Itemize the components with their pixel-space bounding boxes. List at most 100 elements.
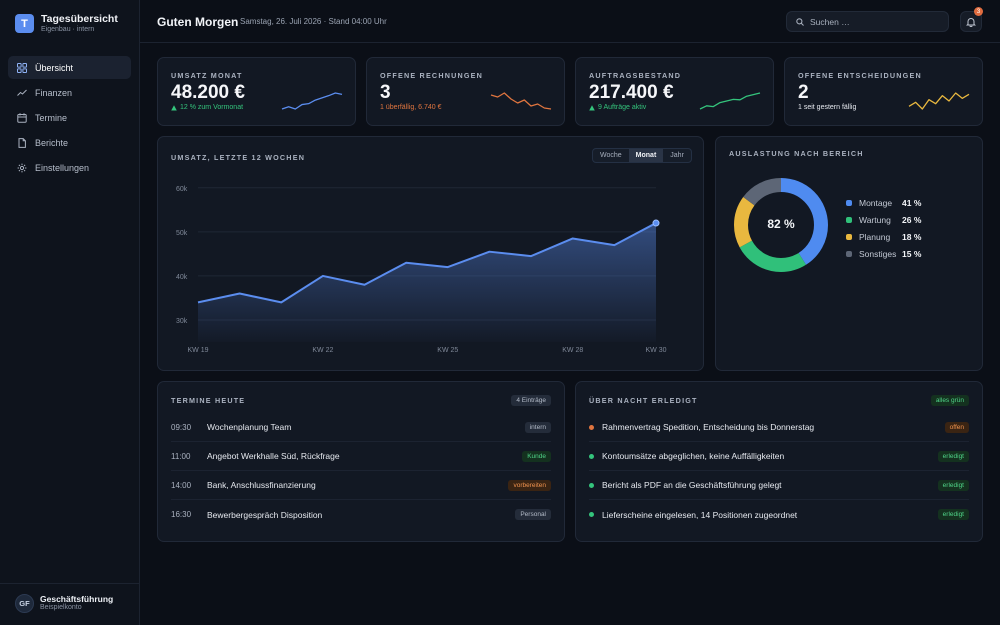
- task-row[interactable]: Lieferscheine eingelesen, 14 Positionen …: [589, 500, 969, 529]
- appointment-tag: Personal: [515, 509, 551, 520]
- sidebar-nav: Übersicht Finanzen Termine Berichte Eins…: [8, 56, 131, 181]
- legend-value: 15 %: [902, 248, 922, 259]
- trend-icon: [17, 89, 27, 96]
- appointment-time: 09:30: [171, 422, 192, 432]
- task-tag: erledigt: [937, 479, 969, 491]
- legend-item: Montage 41 %: [846, 194, 921, 211]
- y-tick-label: 30k: [176, 318, 188, 325]
- sidebar-item-label: Einstellungen: [35, 162, 90, 173]
- kpi-card-entscheidungen: OFFENE ENTSCHEIDUNGEN 2 1 seit gestern f…: [784, 57, 983, 126]
- kpi-sparkline: [699, 92, 761, 110]
- appointment-title: Wochenplanung Team: [207, 422, 292, 432]
- notifications-button[interactable]: 3: [960, 7, 983, 32]
- grid-icon: [17, 62, 27, 73]
- kpi-label: UMSATZ MONAT: [171, 71, 243, 80]
- search-placeholder: Suchen …: [810, 16, 850, 27]
- period-year-button[interactable]: Jahr: [670, 152, 684, 159]
- period-switch: Woche Monat Jahr: [592, 148, 692, 163]
- arrow-up-icon: [589, 104, 595, 110]
- status-dot: [589, 424, 594, 430]
- task-text: Kontoumsätze abgeglichen, keine Auffälli…: [602, 451, 785, 461]
- page-title: Guten Morgen: [157, 15, 239, 29]
- kpi-sparkline: [281, 92, 343, 110]
- donut-segment-sonstiges[interactable]: [734, 178, 828, 272]
- sidebar-item-uebersicht[interactable]: Übersicht: [8, 56, 131, 79]
- kpi-label: OFFENE ENTSCHEIDUNGEN: [798, 71, 922, 80]
- task-text: Bericht als PDF an die Geschäftsführung …: [602, 480, 782, 490]
- header: Guten Morgen Samstag, 26. Juli 2026 · St…: [140, 0, 1000, 43]
- sparkline-path: [490, 92, 552, 110]
- section-title: AUSLASTUNG NACH BEREICH: [729, 149, 864, 158]
- sidebar-item-label: Berichte: [35, 137, 69, 148]
- legend-item: Planung 18 %: [846, 228, 921, 245]
- period-week-button[interactable]: Woche: [600, 152, 622, 159]
- period-month-button[interactable]: Monat: [628, 149, 664, 162]
- appointment-row[interactable]: 11:00 Angebot Werkhalle Süd, Rückfrage K…: [171, 442, 551, 471]
- utilization-donut: [734, 178, 828, 272]
- count-badge: 4 Einträge: [511, 395, 551, 406]
- appointment-tag: Kunde: [522, 450, 551, 462]
- kpi-value: 217.400 €: [589, 82, 674, 103]
- appointment-time: 14:00: [171, 480, 192, 490]
- brand-logo: T: [15, 14, 34, 33]
- task-row[interactable]: Bericht als PDF an die Geschäftsführung …: [589, 471, 969, 500]
- gear-icon: [17, 163, 27, 172]
- brand-title: Tagesübersicht: [41, 13, 118, 25]
- appointment-tag: intern: [524, 421, 551, 433]
- brand-subtitle: Eigenbau · intern: [41, 26, 95, 33]
- legend-name: Sonstiges: [859, 248, 897, 259]
- kpi-sparkline: [490, 92, 552, 110]
- task-tag: erledigt: [937, 450, 969, 462]
- appointment-row[interactable]: 16:30 Bewerbergespräch Disposition Perso…: [171, 500, 551, 529]
- kpi-card-auftragsbestand: AUFTRAGSBESTAND 217.400 € 9 Aufträge akt…: [575, 57, 774, 126]
- appointment-row[interactable]: 09:30 Wochenplanung Team intern: [171, 413, 551, 442]
- document-icon: [18, 137, 26, 148]
- avatar: GF: [15, 594, 34, 613]
- kpi-trend: 1 überfällig, 6.740 €: [380, 104, 442, 111]
- legend-name: Wartung: [859, 214, 891, 225]
- y-tick-label: 60k: [176, 186, 188, 193]
- notification-badge: 3: [974, 7, 983, 16]
- appointment-title: Bank, Anschlussfinanzierung: [207, 480, 316, 490]
- user-account[interactable]: GF Geschäftsführung Beispielkonto: [0, 583, 139, 625]
- kpi-subtext: 12 % zum Vormonat: [180, 104, 244, 111]
- task-row[interactable]: Rahmenvertrag Spedition, Entscheidung bi…: [589, 413, 969, 442]
- kpi-trend: 12 % zum Vormonat: [171, 104, 243, 111]
- section-title: ÜBER NACHT ERLEDIGT: [589, 396, 698, 405]
- status-dot: [589, 512, 594, 517]
- legend-swatch: [846, 199, 852, 206]
- donut-legend: Montage 41 % Wartung 26 % Planung 18 % S…: [846, 194, 921, 262]
- date-status: Samstag, 26. Juli 2026 · Stand 04:00 Uhr: [240, 17, 387, 26]
- sidebar: T Tagesübersicht Eigenbau · intern Übers…: [0, 0, 140, 625]
- appointment-row[interactable]: 14:00 Bank, Anschlussfinanzierung vorber…: [171, 471, 551, 500]
- utilization-card: AUSLASTUNG NACH BEREICH 82 % Montage 41 …: [715, 136, 983, 371]
- sidebar-item-label: Termine: [35, 112, 68, 123]
- sidebar-item-finanzen[interactable]: Finanzen: [8, 81, 131, 104]
- revenue-chart-card: UMSATZ, LETZTE 12 WOCHEN Woche Monat Jah…: [157, 136, 704, 371]
- kpi-sparkline: [908, 92, 970, 110]
- kpi-subtext: 9 Aufträge aktiv: [598, 104, 647, 111]
- appointment-title: Angebot Werkhalle Süd, Rückfrage: [207, 451, 340, 461]
- legend-name: Montage: [859, 197, 893, 208]
- donut-segment-planung[interactable]: [734, 178, 828, 272]
- area-fill: [198, 223, 656, 342]
- appointments-card: TERMINE HEUTE 4 Einträge 09:30 Wochenpla…: [157, 381, 565, 542]
- bell-icon: [966, 17, 976, 27]
- sidebar-item-einstellungen[interactable]: Einstellungen: [8, 156, 131, 179]
- sparkline-path: [281, 92, 343, 110]
- kpi-subtext: 1 überfällig, 6.740 €: [380, 104, 442, 111]
- data-point[interactable]: [652, 219, 660, 227]
- sidebar-item-label: Finanzen: [35, 87, 73, 98]
- search-icon: [796, 17, 804, 26]
- series-line: [197, 222, 657, 304]
- sidebar-item-termine[interactable]: Termine: [8, 106, 131, 129]
- x-tick-label: KW 30: [645, 347, 666, 354]
- donut-segment-wartung[interactable]: [734, 178, 828, 272]
- status-dot: [589, 453, 594, 459]
- search-input[interactable]: Suchen …: [786, 11, 949, 32]
- task-row[interactable]: Kontoumsätze abgeglichen, keine Auffälli…: [589, 442, 969, 471]
- sidebar-item-berichte[interactable]: Berichte: [8, 131, 131, 154]
- legend-value: 18 %: [902, 231, 922, 242]
- appointment-tag: vorbereiten: [508, 479, 551, 491]
- appointment-time: 16:30: [171, 510, 192, 519]
